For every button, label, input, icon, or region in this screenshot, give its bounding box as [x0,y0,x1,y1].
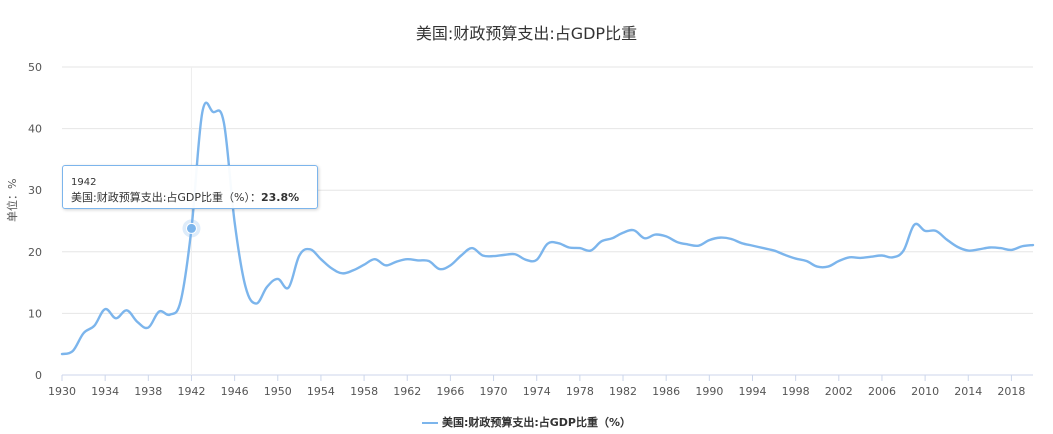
x-tick-label: 1998 [782,385,810,398]
x-tick-label: 1930 [48,385,76,398]
y-tick-label: 10 [28,307,42,320]
chart-title: 美国:财政预算支出:占GDP比重 [415,24,638,43]
hover-point[interactable] [185,222,197,234]
x-tick-label: 1942 [177,385,205,398]
x-tick-label: 1958 [350,385,378,398]
series-line[interactable] [60,101,1035,356]
x-tick-label: 2010 [911,385,939,398]
x-tick-label: 1950 [264,385,292,398]
tooltip-label: 美国:财政预算支出:占GDP比重（%）： [71,191,261,204]
y-axis-label: 单位：% [6,178,19,222]
x-tick-label: 1986 [652,385,680,398]
y-tick-label: 40 [28,123,42,136]
x-tick-label: 2018 [997,385,1025,398]
x-axis: 1930 1934 1938 1942 1946 1950 1954 1958 1962 1966… [48,374,1033,398]
x-tick-label: 1934 [91,385,119,398]
x-tick-label: 2006 [868,385,896,398]
x-tick-label: 1966 [436,385,464,398]
x-tick-label: 1962 [393,385,421,398]
legend[interactable]: 美国:财政预算支出:占GDP比重（%） [0,414,1053,430]
tooltip-row: 美国:财政预算支出:占GDP比重（%）：23.8% [71,190,309,205]
y-tick-label: 30 [28,184,42,197]
grid-lines [62,66,1033,376]
x-tick-label: 1974 [523,385,551,398]
x-tick-label: 1982 [609,385,637,398]
y-tick-label: 20 [28,246,42,259]
y-tick-label: 50 [28,61,42,74]
y-tick-label: 0 [35,369,42,382]
tooltip: 1942 美国:财政预算支出:占GDP比重（%）：23.8% [62,165,318,209]
x-tick-label: 1994 [738,385,766,398]
x-tick-label: 1946 [221,385,249,398]
series-layer [60,101,1035,356]
tooltip-value: 23.8% [261,191,300,204]
x-tick-label: 2014 [954,385,982,398]
x-tick-label: 1970 [480,385,508,398]
x-tick-label: 1990 [695,385,723,398]
x-tick-label: 2002 [825,385,853,398]
x-tick-label: 1954 [307,385,335,398]
x-tick-label: 1978 [566,385,594,398]
tooltip-year: 1942 [71,177,97,188]
x-tick-label: 1938 [134,385,162,398]
legend-label[interactable]: 美国:财政预算支出:占GDP比重（%） [441,416,632,429]
legend-swatch [421,422,438,424]
y-axis-ticks: 0 10 20 30 40 50 [28,61,42,382]
